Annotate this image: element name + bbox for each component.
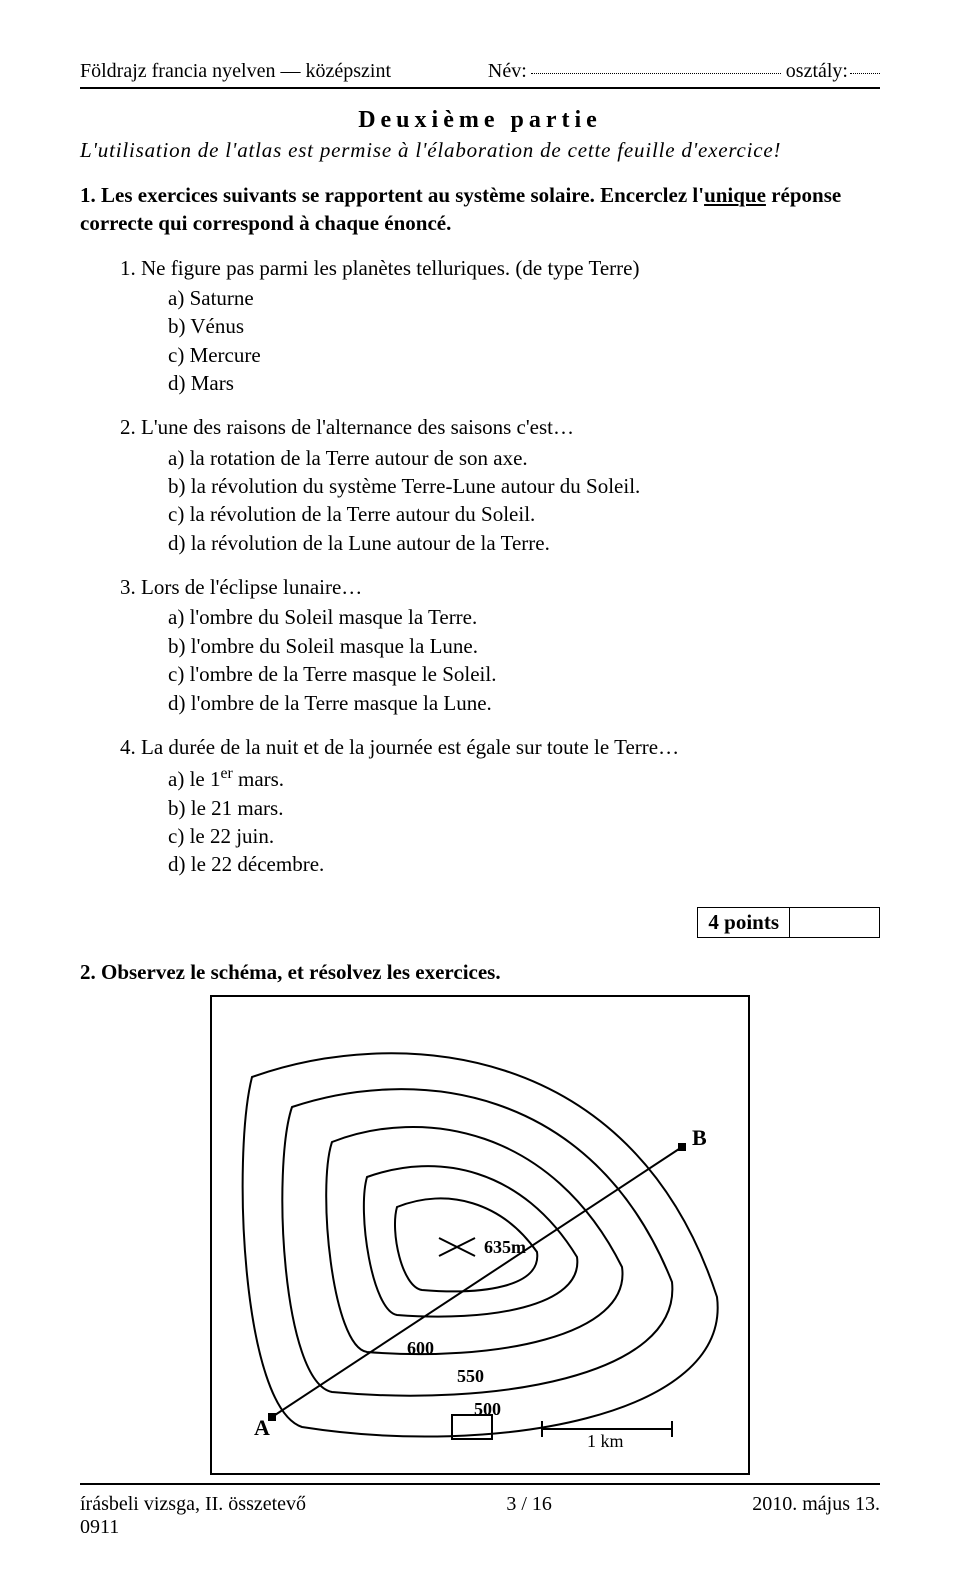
osztaly-blank[interactable] bbox=[850, 73, 880, 74]
footer-left-l1: írásbeli vizsga, II. összetevő bbox=[80, 1493, 306, 1515]
intro-text-1: 1. Les exercices suivants se rapportent … bbox=[80, 183, 704, 207]
footer-center: 3 / 16 bbox=[506, 1493, 552, 1539]
svg-text:A: A bbox=[254, 1415, 270, 1440]
q3-option-a[interactable]: a) l'ombre du Soleil masque la Terre. bbox=[168, 603, 880, 631]
footer-right: 2010. május 13. bbox=[752, 1493, 880, 1539]
q1-option-b[interactable]: b) Vénus bbox=[168, 312, 880, 340]
contour-diagram: 600550500635mAB1 km bbox=[210, 995, 750, 1475]
page: Földrajz francia nyelven — középszint Né… bbox=[0, 0, 960, 1587]
q4-text: 4. La durée de la nuit et de la journée … bbox=[120, 733, 880, 761]
q3-option-b[interactable]: b) l'ombre du Soleil masque la Lune. bbox=[168, 632, 880, 660]
page-footer: írásbeli vizsga, II. összetevő 0911 3 / … bbox=[80, 1493, 880, 1539]
points-blank[interactable] bbox=[790, 907, 880, 937]
question-2: 2. L'une des raisons de l'alternance des… bbox=[120, 413, 880, 557]
q1-text: 1. Ne figure pas parmi les planètes tell… bbox=[120, 254, 880, 282]
header-name-fields: Név: osztály: bbox=[488, 60, 880, 83]
q2-option-b[interactable]: b) la révolution du système Terre-Lune a… bbox=[168, 472, 880, 500]
q2-option-c[interactable]: c) la révolution de la Terre autour du S… bbox=[168, 500, 880, 528]
points-table: 4 points bbox=[697, 907, 880, 938]
nev-label: Név: bbox=[488, 60, 527, 82]
atlas-note: L'utilisation de l'atlas est permise à l… bbox=[80, 138, 880, 163]
contour-svg: 600550500635mAB1 km bbox=[212, 997, 748, 1473]
q4a-pre: a) le 1 bbox=[168, 767, 220, 791]
q3-options: a) l'ombre du Soleil masque la Terre. b)… bbox=[168, 603, 880, 716]
q2-option-a[interactable]: a) la rotation de la Terre autour de son… bbox=[168, 444, 880, 472]
q3-text: 3. Lors de l'éclipse lunaire… bbox=[120, 573, 880, 601]
footer-left-l2: 0911 bbox=[80, 1516, 119, 1538]
points-row: 4 points bbox=[80, 907, 880, 938]
q1-option-a[interactable]: a) Saturne bbox=[168, 284, 880, 312]
footer-left: írásbeli vizsga, II. összetevő 0911 bbox=[80, 1493, 306, 1539]
q2-options: a) la rotation de la Terre autour de son… bbox=[168, 444, 880, 557]
svg-text:600: 600 bbox=[407, 1338, 434, 1358]
q4-options: a) le 1er mars. b) le 21 mars. c) le 22 … bbox=[168, 763, 880, 878]
q4-option-b[interactable]: b) le 21 mars. bbox=[168, 794, 880, 822]
top-rule bbox=[80, 87, 880, 89]
svg-text:B: B bbox=[692, 1125, 707, 1150]
osztaly-label: osztály: bbox=[786, 60, 848, 82]
q1-option-c[interactable]: c) Mercure bbox=[168, 341, 880, 369]
q2-text: 2. L'une des raisons de l'alternance des… bbox=[120, 413, 880, 441]
question-3: 3. Lors de l'éclipse lunaire… a) l'ombre… bbox=[120, 573, 880, 717]
svg-text:550: 550 bbox=[457, 1366, 484, 1386]
page-header: Földrajz francia nyelven — középszint Né… bbox=[80, 60, 880, 83]
q4a-sup: er bbox=[220, 765, 232, 782]
q4a-post: mars. bbox=[233, 767, 284, 791]
q4-option-a[interactable]: a) le 1er mars. bbox=[168, 763, 880, 793]
question-4: 4. La durée de la nuit et de la journée … bbox=[120, 733, 880, 879]
q3-option-c[interactable]: c) l'ombre de la Terre masque le Soleil. bbox=[168, 660, 880, 688]
intro-unique: unique bbox=[704, 183, 766, 207]
header-subject: Földrajz francia nyelven — középszint bbox=[80, 60, 391, 83]
bottom-rule bbox=[80, 1483, 880, 1485]
q1-option-d[interactable]: d) Mars bbox=[168, 369, 880, 397]
svg-text:635m: 635m bbox=[484, 1237, 526, 1257]
q4-option-d[interactable]: d) le 22 décembre. bbox=[168, 850, 880, 878]
q4-option-c[interactable]: c) le 22 juin. bbox=[168, 822, 880, 850]
question-1: 1. Ne figure pas parmi les planètes tell… bbox=[120, 254, 880, 398]
q2-option-d[interactable]: d) la révolution de la Lune autour de la… bbox=[168, 529, 880, 557]
points-label: 4 points bbox=[698, 907, 790, 937]
part-title: Deuxième partie bbox=[80, 107, 880, 134]
svg-text:1 km: 1 km bbox=[587, 1431, 624, 1451]
q3-option-d[interactable]: d) l'ombre de la Terre masque la Lune. bbox=[168, 689, 880, 717]
nev-blank[interactable] bbox=[531, 73, 781, 74]
diagram-wrap: 600550500635mAB1 km bbox=[80, 995, 880, 1475]
q1-options: a) Saturne b) Vénus c) Mercure d) Mars bbox=[168, 284, 880, 397]
exercise1-intro: 1. Les exercices suivants se rapportent … bbox=[80, 181, 880, 238]
exercise2-title: 2. Observez le schéma, et résolvez les e… bbox=[80, 960, 880, 985]
